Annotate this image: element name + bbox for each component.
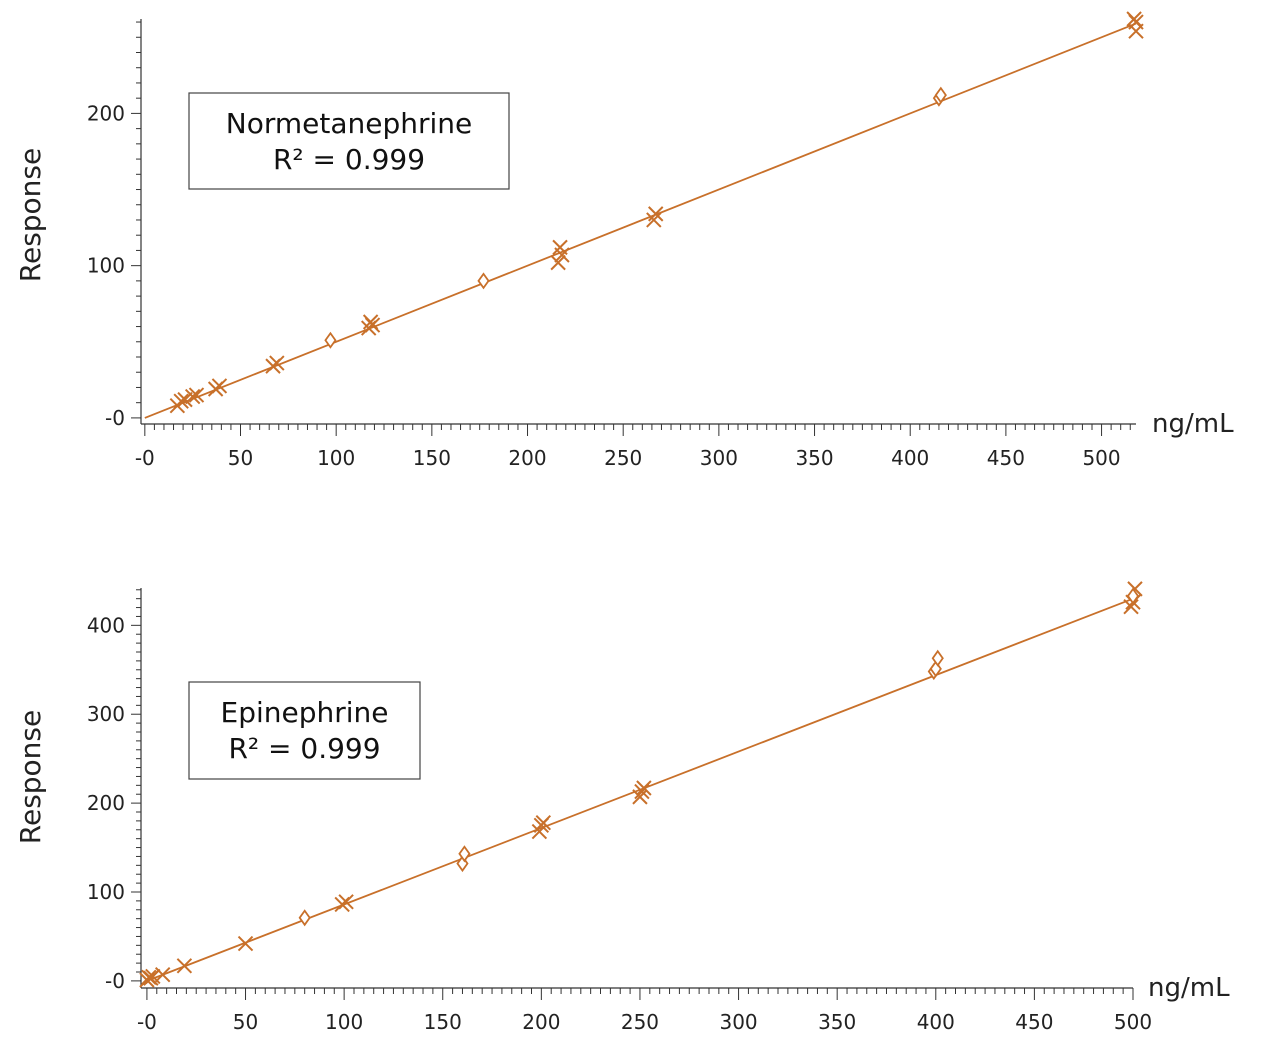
x-axis-unit-label: ng/mL (1148, 973, 1230, 1003)
x-tick-label: 100 (317, 446, 355, 470)
x-tick-label: 400 (917, 1010, 955, 1034)
y-tick-label: -0 (105, 969, 125, 993)
x-tick-label: 300 (700, 446, 738, 470)
compound-name: Normetanephrine (226, 107, 473, 140)
data-point-x-marker (550, 254, 566, 271)
x-tick-label: 150 (424, 1010, 462, 1034)
data-point-diamond-marker (931, 649, 944, 667)
x-tick-label: -0 (135, 446, 155, 470)
data-point-x-marker (632, 789, 648, 805)
chart-epinephrine: -0 50 100 150 200 250 300 350 400 450 500 -0 100 200 3… (14, 581, 1230, 1034)
data-point-x-marker (634, 783, 650, 800)
x-tick-label: 250 (621, 1010, 659, 1034)
data-point-x-marker (535, 814, 552, 831)
data-point-x-marker (269, 355, 285, 371)
data-point-x-marker (364, 317, 381, 333)
y-tick-label: -0 (105, 406, 125, 430)
data-point-diamond-marker (477, 272, 490, 290)
y-tick-label: 200 (87, 101, 125, 125)
x-tick-label: -0 (137, 1010, 157, 1034)
x-tick-label: 450 (987, 446, 1025, 470)
data-point-diamond-marker (298, 909, 311, 927)
compound-name: Epinephrine (221, 696, 389, 729)
regression-line (144, 22, 1137, 419)
data-point-diamond-marker (458, 845, 471, 863)
y-tick-label: 400 (87, 613, 125, 637)
x-tick-label: 500 (1082, 446, 1120, 470)
y-axis-title: Response (14, 710, 47, 844)
x-tick-label: 300 (719, 1010, 757, 1034)
y-tick-label: 300 (87, 702, 125, 726)
data-point-x-marker (338, 894, 354, 910)
x-tick-label: 200 (508, 446, 546, 470)
data-point-diamond-marker (324, 331, 337, 349)
x-tick-label: 400 (891, 446, 929, 470)
data-point-x-marker (648, 206, 664, 222)
data-point-x-marker (237, 935, 254, 952)
data-point-x-marker (211, 378, 228, 394)
y-axis-title: Response (14, 148, 47, 282)
data-point-x-marker (1126, 11, 1142, 27)
x-axis-unit-label: ng/mL (1152, 409, 1234, 439)
x-tick-label: 350 (818, 1010, 856, 1034)
x-tick-label: 350 (795, 446, 833, 470)
annotation-box (188, 681, 421, 780)
annotation-box (188, 92, 510, 190)
r-squared-label: R² = 0.999 (228, 732, 380, 765)
data-point-x-marker (188, 387, 205, 403)
x-tick-label: 100 (325, 1010, 363, 1034)
x-tick-label: 50 (228, 446, 253, 470)
data-point-diamond-marker (1126, 587, 1140, 605)
data-point-x-marker (184, 388, 201, 405)
y-tick-label: 200 (87, 791, 125, 815)
y-tick-label: 100 (87, 254, 125, 278)
x-tick-label: 250 (604, 446, 642, 470)
data-point-x-marker (1123, 598, 1139, 615)
chart-normetanephrine: -0 50 100 150 200 250 300 350 400 450 500 -0 100 200 n… (14, 11, 1234, 470)
r-squared-label: R² = 0.999 (273, 143, 425, 176)
data-point-x-marker (173, 393, 189, 409)
y-tick-label: 100 (87, 880, 125, 904)
x-tick-label: 450 (1015, 1010, 1053, 1034)
data-point-diamond-marker (934, 86, 947, 104)
data-point-x-marker (176, 958, 193, 974)
data-point-x-marker (154, 966, 171, 983)
data-point-x-marker (554, 247, 570, 263)
x-tick-label: 200 (522, 1010, 560, 1034)
x-tick-label: 150 (413, 446, 451, 470)
x-tick-label: 500 (1114, 1010, 1152, 1034)
x-tick-label: 50 (233, 1010, 258, 1034)
data-point-x-marker (636, 780, 652, 796)
